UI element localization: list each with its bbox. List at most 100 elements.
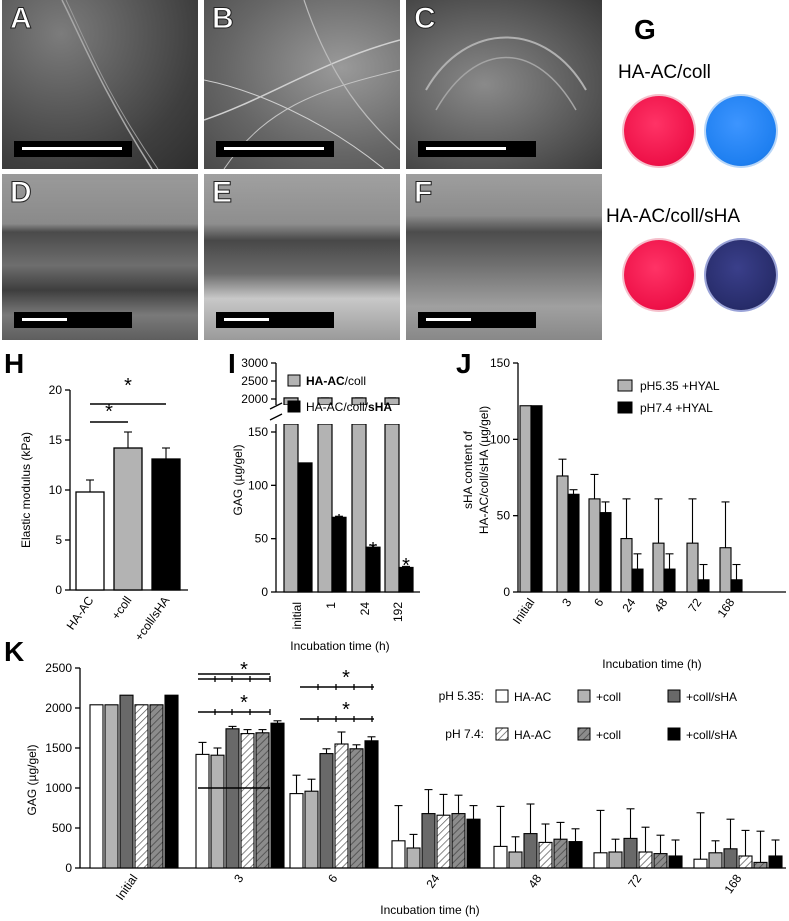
dish-label-1: HA-AC/coll bbox=[618, 62, 711, 83]
k-bar bbox=[623, 837, 638, 869]
k-bar bbox=[240, 733, 255, 869]
k-x-tick-label: 48 bbox=[525, 871, 544, 890]
sem-image-b: B bbox=[204, 0, 400, 169]
panel-label-i: I bbox=[228, 348, 236, 379]
k-y-tick-label: 1500 bbox=[45, 741, 72, 755]
k-sig-star: * bbox=[240, 659, 248, 681]
i-legend-swatch-gray bbox=[287, 374, 301, 387]
k-bar bbox=[451, 813, 466, 869]
i-bar-black bbox=[365, 546, 381, 593]
i-sig-star: * bbox=[402, 555, 410, 577]
k-bar bbox=[538, 841, 553, 869]
j-bar bbox=[697, 579, 710, 593]
dish-red-1 bbox=[624, 96, 694, 166]
i-legend-swatch-black bbox=[287, 400, 301, 413]
k-bar bbox=[164, 694, 179, 869]
i-y-tick-label: 50 bbox=[255, 532, 269, 546]
k-bar bbox=[364, 740, 379, 869]
k-bar bbox=[421, 813, 436, 869]
k-bar bbox=[466, 818, 481, 869]
i-y-tick-label: 150 bbox=[248, 425, 268, 439]
i-bar-black bbox=[331, 516, 347, 593]
panel-label-h: H bbox=[4, 348, 25, 379]
k-x-tick-label: Initial bbox=[113, 872, 141, 903]
k-x-tick-label: 72 bbox=[625, 871, 644, 890]
i-sig-star: * bbox=[335, 511, 343, 533]
k-bar bbox=[406, 847, 421, 869]
sem-image-a: A bbox=[2, 0, 198, 169]
k-bar bbox=[210, 754, 225, 869]
k-bar bbox=[270, 722, 285, 869]
h-y-tick-label: 10 bbox=[49, 483, 63, 497]
k-bar bbox=[119, 694, 134, 869]
sem-image-e: E bbox=[204, 174, 400, 340]
j-y-tick-label: 50 bbox=[497, 509, 511, 523]
k-sig-star: * bbox=[240, 692, 248, 714]
dish-label-2: HA-AC/coll/sHA bbox=[606, 206, 741, 227]
j-bar bbox=[519, 405, 532, 593]
k-bar bbox=[225, 728, 240, 869]
k-bar bbox=[319, 753, 334, 869]
j-bar bbox=[719, 547, 732, 593]
j-bar bbox=[730, 579, 743, 593]
k-bar bbox=[693, 858, 708, 869]
i-x-tick-label: 24 bbox=[358, 602, 372, 616]
j-y-tick-label: 100 bbox=[490, 432, 510, 446]
j-bar bbox=[663, 568, 676, 593]
k-legend-swatch bbox=[667, 689, 681, 703]
k-bar bbox=[608, 851, 623, 869]
k-bar bbox=[149, 704, 164, 869]
k-bar bbox=[304, 790, 319, 869]
k-y-tick-label: 500 bbox=[52, 821, 72, 835]
k-bar bbox=[738, 855, 753, 869]
k-legend-label: HA-AC bbox=[514, 728, 552, 742]
k-bar bbox=[89, 704, 104, 869]
sem-image-f: F bbox=[406, 174, 602, 340]
j-y-axis-label-1: sHA content of bbox=[461, 430, 475, 509]
h-y-tick-label: 5 bbox=[55, 533, 62, 547]
h-y-tick-label: 20 bbox=[49, 383, 63, 397]
k-legend-label: +coll/sHA bbox=[686, 728, 737, 742]
k-bar bbox=[653, 853, 668, 869]
j-legend-label-1: pH5.35 +HYAL bbox=[640, 379, 720, 393]
dish-blue-1 bbox=[706, 96, 776, 166]
j-x-tick-label: 6 bbox=[591, 595, 606, 609]
panel-label-g: G bbox=[634, 14, 656, 45]
h-y-tick-label: 15 bbox=[49, 433, 63, 447]
j-y-tick-label: 150 bbox=[490, 356, 510, 370]
i-bar-gray-lower bbox=[351, 423, 367, 593]
j-bar bbox=[631, 568, 644, 593]
panel-label-j: J bbox=[456, 348, 472, 379]
panel-label-c: C bbox=[414, 2, 437, 36]
h-x-tick-label: +coll/sHA bbox=[132, 594, 173, 644]
h-y-tick-label: 0 bbox=[55, 583, 62, 597]
dish-red-2 bbox=[624, 240, 694, 310]
k-bar bbox=[523, 833, 538, 869]
i-sig-star: * bbox=[369, 539, 377, 561]
panel-label-d: D bbox=[10, 176, 33, 210]
i-bar-gray-lower bbox=[384, 423, 400, 593]
h-x-tick-label: +coll bbox=[109, 594, 135, 623]
k-legend-label: HA-AC bbox=[514, 690, 552, 704]
sem-image-c: C bbox=[406, 0, 602, 169]
k-sig-star: * bbox=[342, 667, 350, 689]
k-legend-label: +coll/sHA bbox=[686, 690, 737, 704]
k-bar bbox=[508, 851, 523, 869]
sem-image-d: D bbox=[2, 174, 198, 340]
k-legend-label: +coll bbox=[596, 728, 621, 742]
k-bar bbox=[436, 814, 451, 869]
k-bar bbox=[668, 855, 683, 869]
panel-label-b: B bbox=[212, 2, 235, 36]
k-legend-ph2: pH 7.4: bbox=[445, 727, 484, 741]
j-x-tick-label: 48 bbox=[651, 595, 670, 614]
j-bar bbox=[652, 542, 665, 593]
j-legend-swatch-2 bbox=[617, 401, 633, 414]
i-y-tick-label: 0 bbox=[261, 585, 268, 599]
i-legend-label-2: HA-AC/coll/sHA bbox=[306, 400, 392, 414]
k-bar bbox=[289, 793, 304, 869]
i-y-tick-label: 100 bbox=[248, 478, 268, 492]
k-bar bbox=[255, 732, 270, 869]
k-y-tick-label: 0 bbox=[65, 861, 72, 875]
k-bar bbox=[195, 753, 210, 869]
